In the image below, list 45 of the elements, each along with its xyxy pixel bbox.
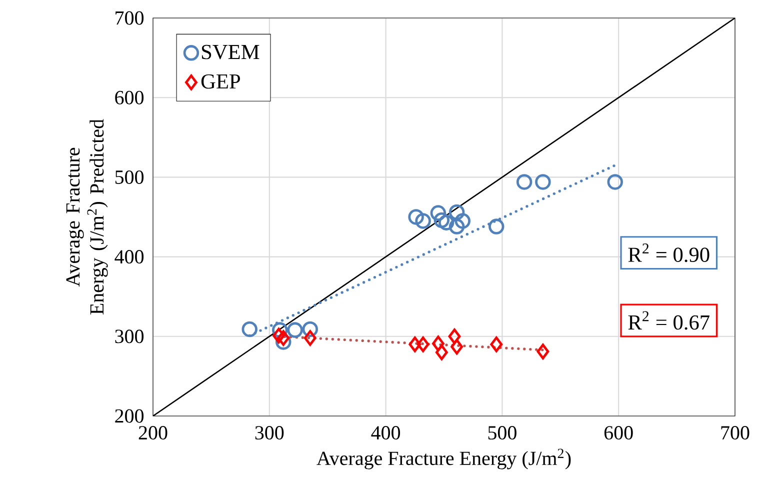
point: [490, 336, 503, 352]
x-tick-label: 500: [488, 426, 516, 440]
x-tick-label: 600: [604, 426, 633, 440]
point: [448, 218, 465, 234]
x-tick-label: 200: [138, 426, 168, 440]
point: [408, 336, 422, 352]
point: [488, 218, 504, 234]
y-tick-label: 500: [115, 170, 144, 184]
x-tick-label: 300: [255, 426, 284, 440]
point: [408, 209, 424, 225]
y-tick-label: 700: [116, 11, 144, 25]
point: [277, 330, 290, 346]
point: [430, 205, 446, 221]
point: [287, 322, 303, 338]
annotation: R$^{2}$ = 0.67: [628, 311, 710, 330]
point: [454, 213, 470, 229]
point: [435, 344, 448, 360]
point: [516, 174, 532, 190]
x-axis-title: Average Fracture Energy (J/m$^{2}$): [316, 448, 571, 470]
point: [302, 321, 318, 338]
legend-label: SVEM: [202, 44, 260, 60]
point: [535, 174, 551, 190]
y-tick-label: 300: [115, 330, 144, 344]
point: [438, 214, 454, 230]
point: [607, 174, 623, 190]
point: [536, 344, 550, 360]
point: [242, 321, 258, 338]
point: [434, 212, 450, 228]
y-tick-label: 400: [114, 250, 144, 264]
y-tick-label: 200: [115, 409, 144, 423]
point: [448, 328, 461, 344]
point: [304, 330, 316, 346]
x-tick-label: 400: [371, 426, 400, 440]
point: [448, 204, 465, 220]
point: [432, 336, 444, 352]
legend-label: GEP: [201, 74, 240, 89]
annotation: R$^{2}$ = 0.90: [628, 244, 710, 262]
point: [450, 338, 463, 355]
point: [272, 328, 285, 344]
x-tick-label: 700: [721, 426, 750, 440]
point: [416, 336, 430, 352]
point: [276, 334, 292, 350]
point: [415, 213, 431, 229]
point: [272, 322, 288, 338]
y-tick-label: 600: [115, 90, 144, 104]
